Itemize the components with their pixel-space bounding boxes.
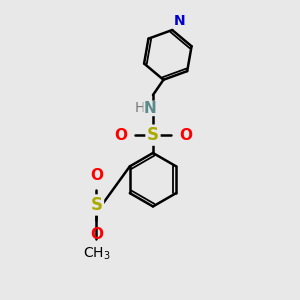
Text: O: O <box>179 128 192 142</box>
Text: N: N <box>144 101 156 116</box>
Text: S: S <box>147 126 159 144</box>
Text: H: H <box>134 101 145 116</box>
Text: CH$_3$: CH$_3$ <box>83 245 110 262</box>
Text: O: O <box>90 227 103 242</box>
Text: N: N <box>174 14 185 28</box>
Text: S: S <box>91 196 103 214</box>
Text: O: O <box>90 168 103 183</box>
Text: O: O <box>114 128 127 142</box>
